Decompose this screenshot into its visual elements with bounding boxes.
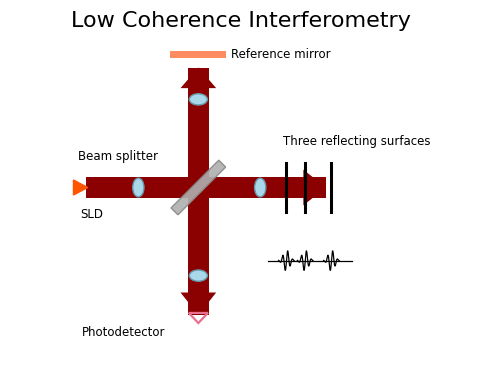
Polygon shape xyxy=(180,68,216,88)
Ellipse shape xyxy=(254,178,266,197)
Text: SLD: SLD xyxy=(80,208,103,221)
Bar xyxy=(188,68,209,315)
Bar xyxy=(86,177,326,198)
Text: Three reflecting surfaces: Three reflecting surfaces xyxy=(282,135,430,148)
Polygon shape xyxy=(171,160,226,215)
Text: Beam splitter: Beam splitter xyxy=(78,150,158,163)
Polygon shape xyxy=(74,180,88,195)
Polygon shape xyxy=(180,292,216,315)
Text: Low Coherence Interferometry: Low Coherence Interferometry xyxy=(71,11,410,31)
Text: Photodetector: Photodetector xyxy=(82,326,166,339)
Bar xyxy=(170,51,226,58)
Polygon shape xyxy=(304,170,326,206)
Ellipse shape xyxy=(190,94,208,105)
Ellipse shape xyxy=(190,270,208,281)
Text: Reference mirror: Reference mirror xyxy=(231,48,330,61)
Ellipse shape xyxy=(132,178,144,197)
